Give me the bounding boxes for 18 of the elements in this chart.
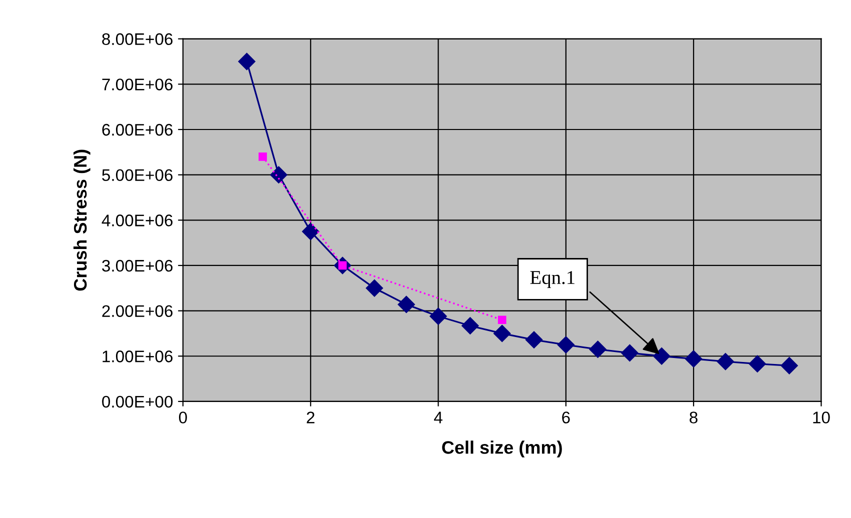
x-tick-label: 6 [562, 412, 570, 424]
annotation: Eqn.1 [530, 271, 574, 288]
x-axis-title: Cell size (mm) [442, 440, 562, 458]
y-tick-label: 5.00E+06 [102, 169, 173, 182]
x-tick-label: 2 [306, 412, 314, 424]
x-tick-label: 8 [690, 412, 698, 424]
y-tick-label: 1.00E+06 [102, 350, 173, 362]
y-tick-label: 8.00E+06 [102, 33, 173, 46]
y-tick-label: 3.00E+06 [102, 260, 173, 272]
x-tick-label: 4 [434, 412, 442, 424]
y-axis-title: Crush Stress (N) [73, 150, 90, 291]
x-tick-label: 10 [813, 412, 830, 424]
y-tick-label: 4.00E+06 [102, 214, 173, 226]
y-tick-label: 7.00E+06 [102, 78, 173, 90]
x-tick-label: 0 [178, 412, 187, 424]
y-tick-label: 0.00E+00 [102, 396, 173, 408]
y-tick-label: 6.00E+06 [102, 124, 173, 136]
y-tick-label: 2.00E+06 [102, 305, 173, 318]
